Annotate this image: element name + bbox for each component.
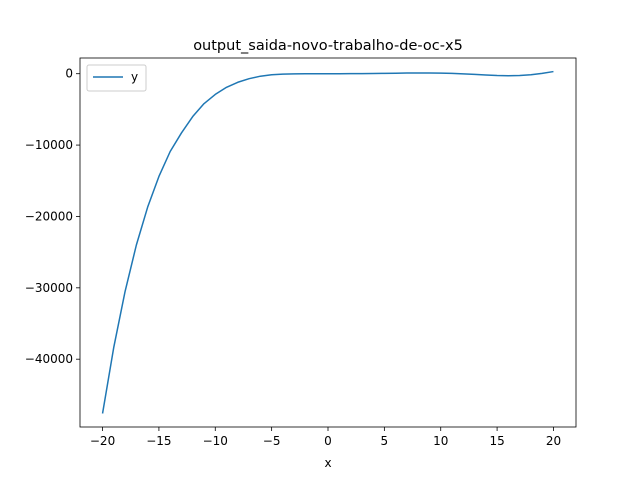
x-tick-label: −5	[263, 434, 281, 448]
legend: y	[86, 64, 147, 92]
chart-title: output_saida-novo-trabalho-de-oc-x5	[193, 38, 463, 54]
x-tick-label: 15	[489, 434, 504, 448]
y-tick-label: −10000	[25, 138, 73, 152]
series-line-y	[101, 70, 554, 414]
y-tick-label: 0	[65, 67, 73, 81]
y-tick-label: −40000	[25, 352, 73, 366]
x-tick-label: 5	[381, 434, 389, 448]
x-tick-label: 0	[324, 434, 332, 448]
plot-frame	[79, 57, 577, 428]
x-tick-label: 10	[433, 434, 448, 448]
x-axis-label: x	[324, 456, 331, 470]
x-tick-label: −20	[90, 434, 115, 448]
x-tick-label: 20	[546, 434, 561, 448]
x-tick-label: −15	[146, 434, 171, 448]
ticks-layer: −20 −15 −10 −5 0 5 10 15 20 0 −10000 −20000 −30000 −4…	[25, 67, 561, 448]
y-tick-label: −30000	[25, 281, 73, 295]
y-tick-label: −20000	[25, 209, 73, 223]
x-tick-label: −10	[203, 434, 228, 448]
plot-area	[80, 58, 576, 427]
series-layer	[101, 70, 554, 414]
legend-box	[86, 64, 147, 92]
legend-label-y: y	[131, 70, 138, 84]
